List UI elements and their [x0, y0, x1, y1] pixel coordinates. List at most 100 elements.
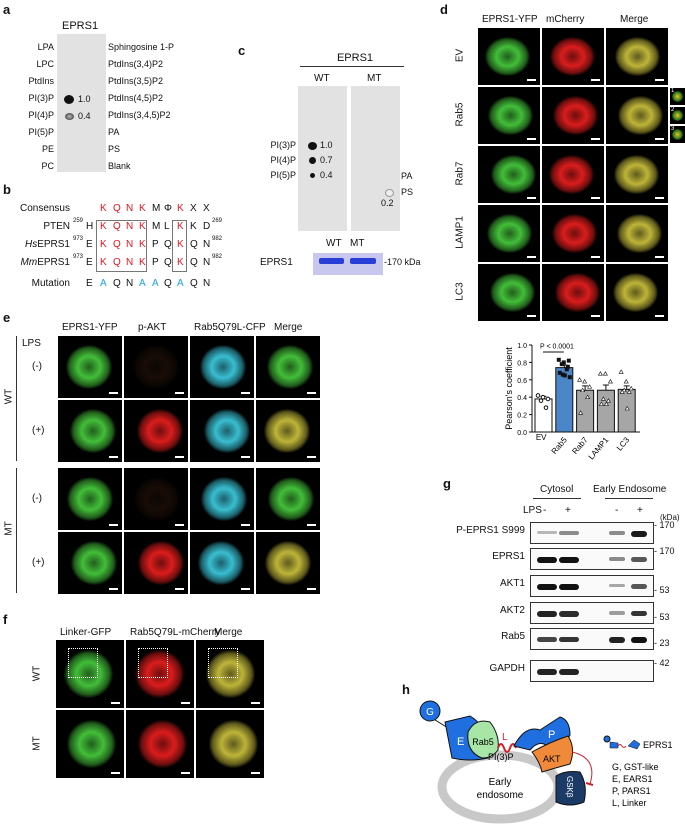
spot-wt-pi5p — [310, 173, 315, 178]
group-label: WT — [3, 388, 15, 405]
blot-strip — [530, 628, 654, 650]
scale-bar — [591, 79, 600, 81]
lipid-label-right: PtdIns(3,4)P2 — [108, 59, 164, 69]
spot-value-pi3p: 1.0 — [78, 94, 91, 104]
cell — [553, 95, 599, 136]
spot-mt-ps — [385, 189, 394, 197]
lps-condition: (+) — [32, 425, 45, 436]
cell — [485, 36, 531, 77]
lipid-label-ps: PS — [401, 187, 414, 197]
scale-bar — [655, 79, 664, 81]
residue: Q — [190, 257, 198, 268]
band — [537, 531, 557, 535]
bar-LC3 — [617, 388, 636, 433]
residue: K — [100, 221, 107, 232]
x-tick-label: Rab7 — [570, 435, 590, 456]
panel-label-b: b — [3, 182, 11, 197]
column-header: p-AKT — [138, 322, 167, 333]
residue: Q — [113, 221, 121, 232]
group-label: MT — [3, 521, 15, 536]
scale-bar — [109, 524, 118, 526]
scale-bar — [175, 456, 184, 458]
residue: K — [139, 257, 146, 268]
cell — [550, 36, 596, 77]
y-tick-label: 0.6 — [517, 378, 527, 385]
row-label: EV — [454, 48, 466, 63]
gel-band-mt — [350, 258, 376, 264]
wt-membrane — [298, 86, 347, 231]
micrograph — [606, 146, 668, 203]
mt-membrane — [351, 86, 400, 231]
band — [537, 669, 557, 675]
band — [609, 611, 625, 615]
micrograph — [256, 336, 320, 398]
cell — [672, 110, 683, 121]
legend-linker — [617, 744, 627, 748]
panel-label-g: g — [443, 476, 451, 491]
data-point — [559, 362, 564, 367]
lipid-label-left: LPC — [36, 59, 54, 69]
p-label: P — [548, 729, 555, 741]
band — [609, 531, 625, 535]
gel-marker: -170 kDa — [384, 257, 421, 267]
group-bracket — [16, 468, 17, 593]
micrograph — [542, 87, 604, 144]
end-position: 269 — [212, 218, 223, 224]
cell — [672, 91, 683, 102]
gel-lane-wt: WT — [326, 238, 342, 249]
residue: K — [177, 203, 184, 214]
panel-label-a: a — [3, 2, 11, 17]
scale-bar — [527, 315, 536, 317]
micrograph — [126, 710, 194, 778]
scale-bar — [655, 197, 664, 199]
residue: K — [100, 203, 107, 214]
scale-bar — [111, 772, 120, 774]
mutated-residue: N — [203, 278, 211, 289]
band — [537, 637, 557, 643]
legend-title: EPRS1 — [643, 740, 673, 750]
micrograph — [606, 264, 668, 321]
lane-wt: WT — [314, 73, 330, 84]
cell — [555, 272, 601, 313]
data-point — [535, 393, 541, 398]
scale-bar — [591, 197, 600, 199]
micrograph — [190, 336, 254, 398]
data-point — [603, 401, 609, 406]
residue: Q — [113, 203, 121, 214]
cell — [137, 541, 184, 585]
residue: P — [152, 239, 159, 250]
mutated-residue: A — [100, 278, 107, 289]
residue: K — [139, 221, 146, 232]
row-label: LC3 — [454, 282, 466, 301]
legend-item: L, Linker — [612, 798, 647, 808]
lipid-label-right: PS — [108, 144, 121, 154]
akt-label: AKT — [543, 754, 561, 764]
spot-value-mt-ps: 0.2 — [381, 198, 394, 208]
residue: Q — [113, 239, 121, 250]
data-point — [578, 410, 584, 415]
lps-label: LPS — [22, 338, 41, 349]
group-bracket — [16, 336, 17, 461]
end-position: 982 — [212, 236, 223, 242]
mw-marker: - 42 — [654, 658, 670, 668]
legend-eprs1-icon — [603, 735, 611, 743]
start-residue: E — [86, 257, 93, 268]
lipid-label-right: PA — [108, 127, 120, 137]
band — [631, 531, 647, 537]
panel-a-title: EPRS1 — [62, 20, 99, 32]
blot-label: AKT2 — [499, 605, 525, 616]
cell — [549, 154, 595, 195]
sequence-name: MmEPRS1 — [21, 257, 70, 268]
scale-bar — [241, 392, 250, 394]
micrograph — [196, 640, 264, 708]
micrograph — [542, 146, 604, 203]
gsk3b-icon — [555, 771, 586, 806]
mutated-residue: A — [152, 278, 159, 289]
residue: M — [152, 203, 161, 214]
mw-marker: - 23 — [654, 638, 670, 648]
blot-strip — [530, 522, 654, 544]
micrograph — [606, 87, 668, 144]
cell — [64, 650, 114, 698]
row-label: MT — [31, 736, 43, 751]
